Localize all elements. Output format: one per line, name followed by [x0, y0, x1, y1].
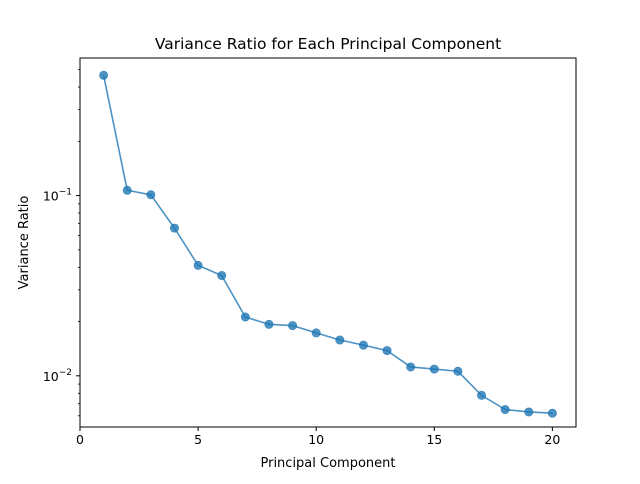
data-point — [453, 366, 463, 376]
data-point — [477, 390, 487, 400]
data-point — [547, 408, 557, 418]
chart-title: Variance Ratio for Each Principal Compon… — [155, 35, 501, 53]
data-point — [99, 70, 109, 80]
y-axis-ticks: 10−110−2 — [43, 69, 80, 417]
data-point — [146, 190, 156, 200]
data-point — [264, 319, 274, 329]
x-tick-label: 10 — [308, 432, 324, 447]
data-point — [193, 260, 203, 270]
y-tick-base: 10 — [43, 369, 59, 384]
x-tick-label: 20 — [544, 432, 560, 447]
series-line — [102, 75, 553, 415]
y-axis-label: Variance Ratio — [17, 196, 32, 290]
y-tick-label: 10−2 — [43, 368, 72, 384]
axes-frame — [79, 57, 577, 428]
y-tick-label: 10−1 — [43, 188, 72, 204]
data-point — [311, 328, 321, 338]
x-tick-label: 15 — [426, 432, 442, 447]
y-tick-exponent: −1 — [59, 188, 72, 198]
data-point — [240, 312, 250, 322]
data-point — [169, 223, 179, 233]
y-tick-exponent: −2 — [59, 368, 72, 378]
data-point — [335, 335, 345, 345]
x-tick-label: 5 — [194, 432, 202, 447]
data-point — [122, 185, 132, 195]
x-axis-label: Principal Component — [260, 456, 395, 471]
data-point — [358, 340, 368, 350]
data-point — [288, 321, 298, 331]
data-point — [406, 362, 416, 372]
data-point — [382, 346, 392, 356]
data-point — [429, 364, 439, 374]
data-point — [500, 405, 510, 415]
x-axis-ticks: 0 5 10 15 20 — [76, 427, 560, 447]
x-tick-label: 0 — [76, 432, 84, 447]
data-point — [524, 407, 534, 417]
plot-area — [99, 70, 557, 418]
y-tick-base: 10 — [43, 189, 59, 204]
data-point — [217, 271, 227, 281]
